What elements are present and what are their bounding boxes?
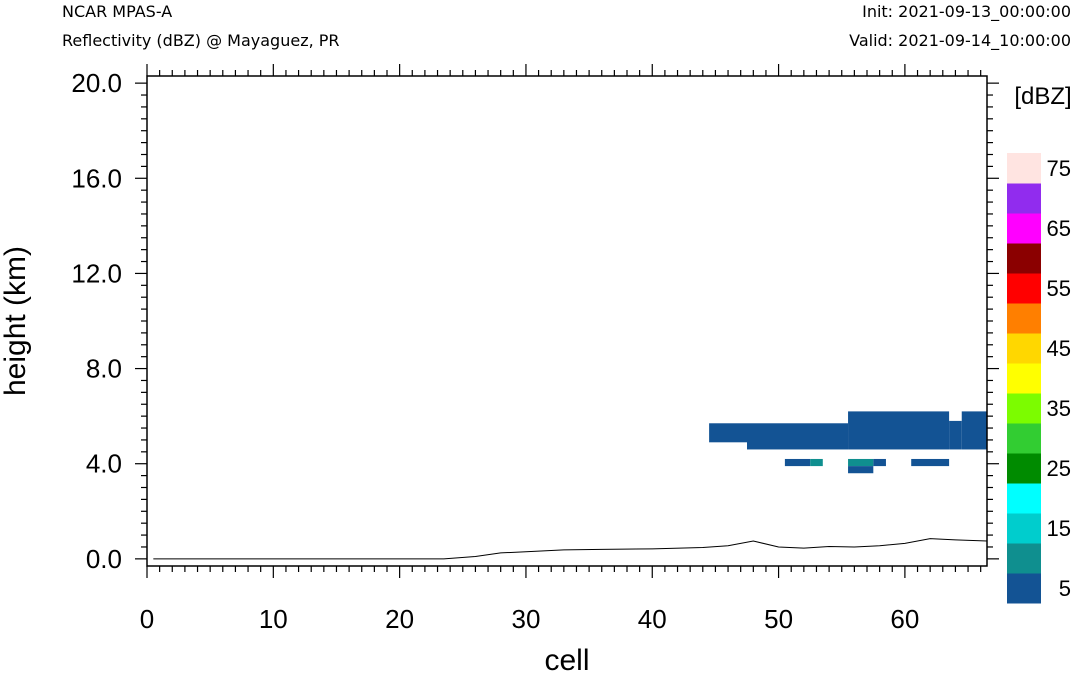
colorbar-swatch-75 — [1007, 153, 1041, 184]
colorbar-swatch-35 — [1007, 393, 1041, 424]
y-tick-label-20: 20.0 — [71, 68, 122, 98]
reflectivity-cell-1 — [747, 423, 849, 450]
y-tick-label-8: 8.0 — [86, 354, 122, 384]
field-subtitle: Reflectivity (dBZ) @ Mayaguez, PR — [62, 31, 340, 50]
model-title: NCAR MPAS-A — [62, 2, 172, 21]
valid-time: Valid: 2021-09-14_10:00:00 — [849, 31, 1071, 51]
x-axis-label: cell — [544, 644, 589, 677]
colorbar-label-35: 35 — [1047, 396, 1071, 421]
reflectivity-cells — [709, 411, 987, 474]
colorbar-label-15: 15 — [1047, 516, 1071, 541]
colorbar-swatch-45 — [1007, 333, 1041, 364]
colorbar-swatch-55 — [1007, 273, 1041, 304]
x-tick-labels: 0 10 20 30 40 50 60 — [140, 604, 920, 634]
colorbar-label-75: 75 — [1047, 156, 1071, 181]
y-tick-label-12: 12.0 — [71, 258, 122, 288]
colorbar-label-65: 65 — [1047, 216, 1071, 241]
reflectivity-cell-4 — [961, 411, 987, 450]
plot-frame — [146, 75, 988, 567]
colorbar-swatch-65 — [1007, 213, 1041, 244]
colorbar-swatch-40 — [1007, 363, 1041, 394]
colorbar-swatch-20 — [1007, 483, 1041, 514]
reflectivity-cell-10 — [911, 458, 950, 467]
reflectivity-cell-7 — [848, 458, 874, 467]
colorbar-swatch-25 — [1007, 453, 1041, 484]
colorbar-labels: 5 15 25 35 45 55 65 75 — [1047, 156, 1071, 601]
colorbar-label-25: 25 — [1047, 456, 1071, 481]
x-tick-label-10: 10 — [259, 604, 288, 634]
x-tick-label-40: 40 — [638, 604, 667, 634]
x-tick-label-20: 20 — [385, 604, 414, 634]
reflectivity-cell-9 — [848, 466, 874, 474]
colorbar-swatch-70 — [1007, 183, 1041, 214]
axis-ticks — [135, 64, 999, 578]
reflectivity-cell-5 — [784, 458, 811, 467]
colorbar — [1007, 153, 1041, 604]
reflectivity-cell-0 — [709, 423, 747, 443]
colorbar-swatch-50 — [1007, 303, 1041, 334]
reflectivity-cell-6 — [810, 458, 823, 467]
reflectivity-cell-3 — [949, 420, 962, 450]
terrain-polyline — [153, 538, 988, 560]
colorbar-unit: [dBZ] — [1014, 83, 1071, 110]
colorbar-label-5: 5 — [1059, 576, 1071, 601]
colorbar-swatch-60 — [1007, 243, 1041, 274]
x-tick-label-60: 60 — [890, 604, 919, 634]
x-tick-label-0: 0 — [140, 604, 154, 634]
colorbar-swatch-5 — [1007, 573, 1041, 604]
colorbar-label-55: 55 — [1047, 276, 1071, 301]
reflectivity-cell-2 — [848, 411, 950, 450]
y-tick-label-4: 4.0 — [86, 449, 122, 479]
reflectivity-cell-8 — [873, 458, 886, 467]
colorbar-label-45: 45 — [1047, 336, 1071, 361]
terrain-line — [153, 538, 988, 560]
y-tick-label-0: 0.0 — [86, 544, 122, 574]
x-tick-label-50: 50 — [764, 604, 793, 634]
colorbar-swatch-30 — [1007, 423, 1041, 454]
y-axis-label: height (km) — [0, 246, 32, 396]
colorbar-swatch-10 — [1007, 543, 1041, 574]
x-tick-label-30: 30 — [511, 604, 540, 634]
y-tick-labels: 0.0 4.0 8.0 12.0 16.0 20.0 — [71, 68, 122, 574]
y-tick-label-16: 16.0 — [71, 163, 122, 193]
init-time: Init: 2021-09-13_00:00:00 — [862, 2, 1071, 22]
colorbar-swatch-15 — [1007, 513, 1041, 544]
